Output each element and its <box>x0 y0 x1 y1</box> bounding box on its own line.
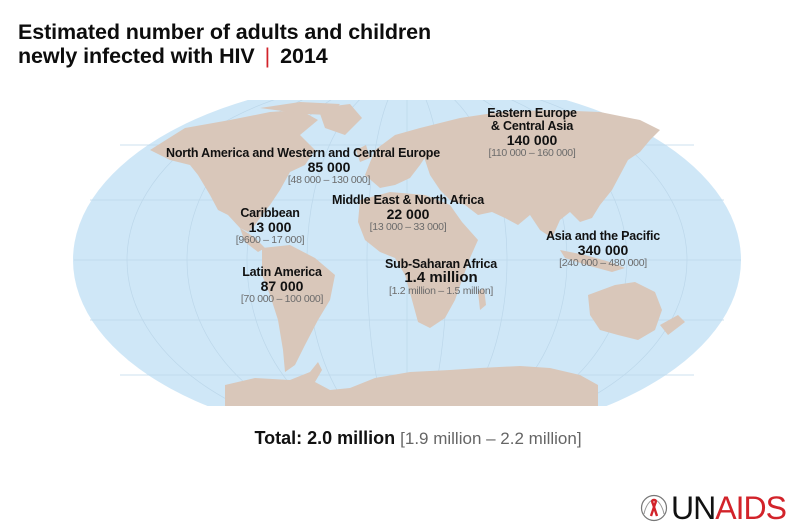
region-name: Eastern Europe <box>487 106 577 120</box>
region-range: [9600 – 17 000] <box>235 234 305 246</box>
title-separator: | <box>264 44 271 68</box>
region-label-eastern-europe-central-asia: Eastern Europe & Central Asia 140 000 [1… <box>487 106 577 160</box>
north-america <box>150 110 318 232</box>
asia <box>420 110 660 238</box>
total-summary: Total: 2.0 million [1.9 million – 2.2 mi… <box>0 428 800 449</box>
region-value: 1.4 million <box>404 269 478 286</box>
region-range: [110 000 – 160 000] <box>488 147 576 159</box>
title-year: 2014 <box>280 44 328 68</box>
total-range: [1.9 million – 2.2 million] <box>400 429 582 448</box>
europe <box>365 128 440 188</box>
region-label-middle-east-north-africa: Middle East & North Africa 22 000 [13 00… <box>332 193 484 234</box>
title-line-2: newly infected with HIV | 2014 <box>18 44 328 68</box>
region-range: [240 000 – 480 000] <box>559 257 647 269</box>
region-name: Latin America <box>242 265 322 279</box>
region-label-caribbean: Caribbean 13 000 [9600 – 17 000] <box>235 206 305 247</box>
region-range: [13 000 – 33 000] <box>369 221 447 233</box>
region-name: Caribbean <box>240 206 300 220</box>
region-label-sub-saharan-africa: Sub-Saharan Africa 1.4 million [1.2 mill… <box>385 257 497 298</box>
logo-un-text: UN <box>671 490 716 526</box>
region-value: 140 000 <box>506 132 558 148</box>
region-name: Asia and the Pacific <box>545 229 661 243</box>
region-name-line-2: & Central Asia <box>490 119 574 133</box>
antarctica <box>225 362 598 406</box>
region-name: Sub-Saharan Africa <box>385 257 497 271</box>
region-value: 22 000 <box>386 206 430 222</box>
region-name: Middle East & North Africa <box>332 193 484 207</box>
region-value: 340 000 <box>577 242 629 258</box>
australia <box>588 282 662 340</box>
region-label-asia-pacific: Asia and the Pacific 340 000 [240 000 – … <box>545 229 661 270</box>
region-name: North America and Western and Central Eu… <box>166 146 440 160</box>
africa <box>358 192 478 328</box>
total-label: Total: 2.0 million <box>254 428 396 448</box>
land <box>150 102 685 406</box>
region-label-latin-america: Latin America 87 000 [70 000 – 100 000] <box>240 265 324 306</box>
region-value: 13 000 <box>248 219 292 235</box>
page-title: Estimated number of adults and children … <box>18 20 431 68</box>
unaids-logo: UN AIDS <box>640 490 787 526</box>
logo-aids-text: AIDS <box>715 490 787 526</box>
region-range: [1.2 million – 1.5 million] <box>389 285 493 297</box>
region-value: 85 000 <box>307 159 351 175</box>
region-value: 87 000 <box>260 278 304 294</box>
unaids-ribbon-emblem-icon <box>640 494 668 522</box>
region-range: [48 000 – 130 000] <box>287 174 371 186</box>
region-range: [70 000 – 100 000] <box>240 293 324 305</box>
title-line-1: Estimated number of adults and children <box>18 20 432 44</box>
south-america <box>262 245 335 372</box>
region-label-north-america-western-central-europe: North America and Western and Central Eu… <box>166 146 440 187</box>
